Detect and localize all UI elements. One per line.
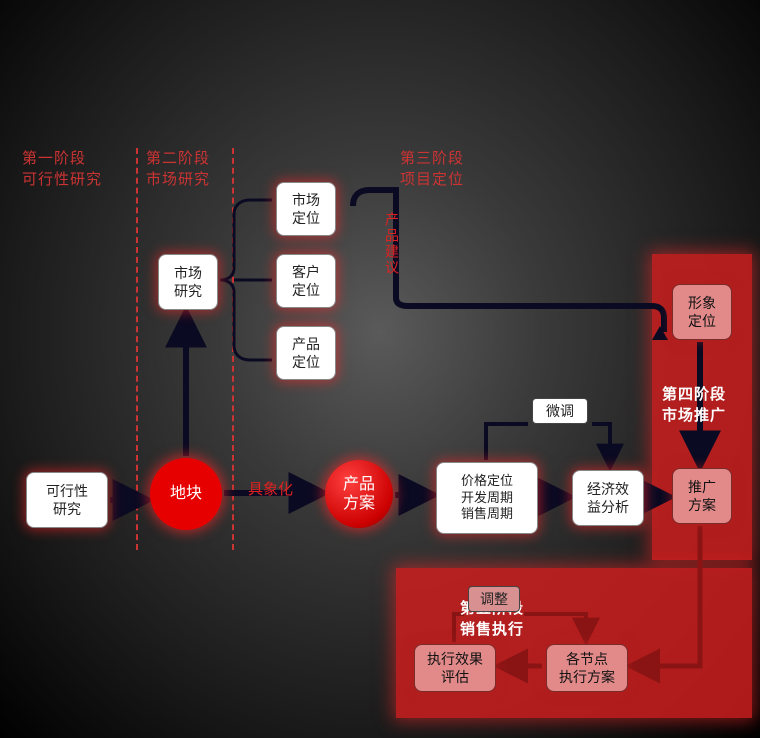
- stage1-line1: 第一阶段: [22, 150, 86, 167]
- node-land: 地块: [150, 458, 222, 530]
- stage4-line2: 市场推广: [662, 407, 726, 424]
- node-pricing: 价格定位开发周期销售周期: [436, 462, 538, 534]
- node-product-plan-label: 产品方案: [343, 475, 375, 513]
- node-market-position-label: 市场定位: [292, 191, 320, 227]
- label-concretize: 具象化: [248, 478, 293, 499]
- stage5-line2: 销售执行: [460, 621, 524, 638]
- node-adjust: 调整: [468, 586, 520, 612]
- stage2-line1: 第二阶段: [146, 150, 210, 167]
- node-product-plan: 产品方案: [325, 460, 393, 528]
- panel-stage5: [396, 568, 752, 718]
- node-land-label: 地块: [170, 484, 202, 503]
- divider-2: [232, 148, 234, 550]
- node-product-position-label: 产品定位: [292, 335, 320, 371]
- node-image-position-label: 形象定位: [688, 294, 716, 330]
- stage3-line1: 第三阶段: [400, 150, 464, 167]
- node-market-study: 市场研究: [158, 254, 218, 310]
- stage2-line2: 市场研究: [146, 171, 210, 188]
- node-finetune: 微调: [532, 398, 588, 424]
- node-product-position: 产品定位: [276, 326, 336, 380]
- stage3-label: 第三阶段 项目定位: [400, 148, 464, 190]
- node-promo-plan: 推广方案: [672, 468, 732, 524]
- node-feasibility-label: 可行性研究: [46, 482, 88, 518]
- node-exec-plan-label: 各节点执行方案: [559, 650, 615, 686]
- node-promo-plan-label: 推广方案: [688, 478, 716, 514]
- divider-1: [136, 148, 138, 550]
- node-market-study-label: 市场研究: [174, 264, 202, 300]
- node-image-position: 形象定位: [672, 284, 732, 340]
- stage3-line2: 项目定位: [400, 171, 464, 188]
- node-adjust-label: 调整: [480, 589, 508, 609]
- stage4-label: 第四阶段 市场推广: [662, 384, 726, 426]
- node-finetune-label: 微调: [546, 401, 574, 421]
- node-exec-eval-label: 执行效果评估: [427, 650, 483, 686]
- stage1-label: 第一阶段 可行性研究: [22, 148, 102, 190]
- node-customer-position: 客户定位: [276, 254, 336, 308]
- stage4-line1: 第四阶段: [662, 386, 726, 403]
- node-customer-position-label: 客户定位: [292, 263, 320, 299]
- node-feasibility: 可行性研究: [26, 472, 108, 528]
- node-econ-analysis: 经济效益分析: [572, 470, 644, 526]
- node-econ-analysis-label: 经济效益分析: [587, 480, 629, 516]
- stage2-label: 第二阶段 市场研究: [146, 148, 210, 190]
- node-exec-eval: 执行效果评估: [414, 644, 496, 692]
- node-market-position: 市场定位: [276, 182, 336, 236]
- node-exec-plan: 各节点执行方案: [546, 644, 628, 692]
- node-pricing-label: 价格定位开发周期销售周期: [461, 473, 513, 524]
- stage1-line2: 可行性研究: [22, 171, 102, 188]
- label-product-suggest: 产品建议: [382, 212, 402, 276]
